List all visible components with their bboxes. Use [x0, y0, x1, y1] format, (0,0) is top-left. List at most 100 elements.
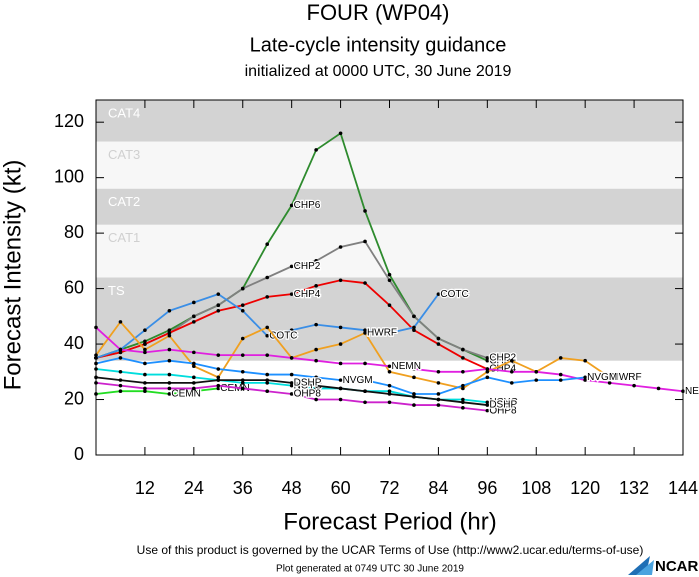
logo: NCAR [628, 556, 698, 575]
data-point [461, 356, 465, 360]
chart-title: FOUR (WP04) [307, 0, 450, 25]
data-point [387, 303, 392, 308]
y-tick-label: 100 [54, 166, 84, 186]
data-point [363, 400, 367, 405]
series-label: NEMN [685, 386, 699, 397]
data-point [192, 320, 196, 324]
data-point [265, 242, 270, 247]
data-point [387, 278, 392, 283]
data-point [412, 403, 416, 407]
data-point [118, 356, 123, 360]
series-label: CHP4 [294, 289, 321, 300]
data-point [216, 308, 221, 313]
data-point [363, 361, 367, 366]
x-tick-label: 60 [331, 478, 351, 498]
series-label: HWRF [367, 328, 397, 339]
data-point [509, 358, 514, 363]
series-label: DSHP [294, 378, 322, 389]
data-point [461, 347, 465, 352]
init-time: initialized at 0000 UTC, 30 June 2019 [245, 63, 512, 80]
data-point [461, 397, 465, 402]
data-point [485, 358, 490, 363]
data-point [534, 378, 539, 382]
data-point [485, 375, 490, 380]
y-tick-label: 40 [64, 333, 84, 353]
data-point [436, 397, 441, 402]
data-point [363, 328, 367, 332]
data-point [143, 372, 147, 377]
data-point [192, 381, 196, 385]
data-point [583, 358, 587, 363]
x-tick-label: 84 [428, 478, 448, 498]
data-point [216, 378, 221, 382]
data-point [167, 372, 172, 377]
data-point [509, 381, 514, 385]
x-tick-label: 36 [233, 478, 253, 498]
data-point [632, 383, 636, 388]
data-point [143, 389, 147, 394]
x-tick-label: 48 [282, 478, 302, 498]
data-point [167, 333, 172, 338]
data-point [289, 292, 294, 296]
data-point [289, 356, 294, 360]
data-point [558, 378, 563, 382]
data-point [143, 328, 147, 332]
data-point [338, 131, 343, 136]
data-point [143, 361, 147, 366]
data-point [314, 386, 318, 391]
data-point [363, 281, 367, 285]
data-point [338, 342, 343, 346]
data-point [143, 342, 147, 346]
series-label: NVGM [343, 375, 373, 386]
band-label: CAT4 [108, 105, 140, 120]
data-point [118, 383, 123, 388]
series-label: CHP6 [294, 200, 321, 211]
band-label: TS [108, 283, 125, 298]
x-tick-label: 120 [570, 478, 600, 498]
x-tick-label: 12 [135, 478, 155, 498]
data-point [240, 353, 245, 357]
data-point [240, 378, 245, 382]
data-point [167, 381, 172, 385]
data-point [314, 284, 318, 288]
data-point [118, 378, 123, 382]
data-point [118, 320, 123, 324]
band-label: CAT3 [108, 147, 140, 162]
data-point [387, 383, 392, 388]
series-label: CHP2 [294, 261, 321, 272]
data-point [216, 292, 221, 296]
data-point [485, 408, 490, 413]
chart-subtitle: Late-cycle intensity guidance [250, 34, 507, 56]
series-label: CHP6 [489, 355, 516, 366]
data-point [436, 369, 441, 374]
x-axis-label: Forecast Period (hr) [283, 508, 496, 535]
data-point [240, 303, 245, 308]
series-label: NVGM [587, 372, 617, 383]
data-point [583, 378, 587, 382]
series-label: DSHP [489, 400, 517, 411]
data-point [289, 372, 294, 377]
series: OHP8 OHP8 [94, 381, 518, 418]
data-point [338, 278, 343, 283]
data-point [412, 392, 416, 396]
data-point [314, 322, 318, 327]
x-tick-label: 144 [668, 478, 698, 498]
data-point [338, 378, 343, 382]
data-point [485, 403, 490, 407]
data-point [265, 325, 270, 330]
data-point [143, 386, 147, 391]
data-point [338, 245, 343, 249]
data-point [387, 400, 392, 405]
intensity-band [96, 141, 683, 189]
data-point [167, 386, 172, 391]
data-point [118, 347, 123, 352]
series-label: NCYC [489, 397, 517, 408]
data-point [436, 381, 441, 385]
data-point [485, 367, 490, 371]
data-point [167, 358, 172, 363]
y-axis-label: Forecast Intensity (kt) [0, 160, 26, 391]
data-point [387, 369, 392, 374]
series: CEMN CEMN [94, 382, 251, 401]
data-point [387, 392, 392, 396]
